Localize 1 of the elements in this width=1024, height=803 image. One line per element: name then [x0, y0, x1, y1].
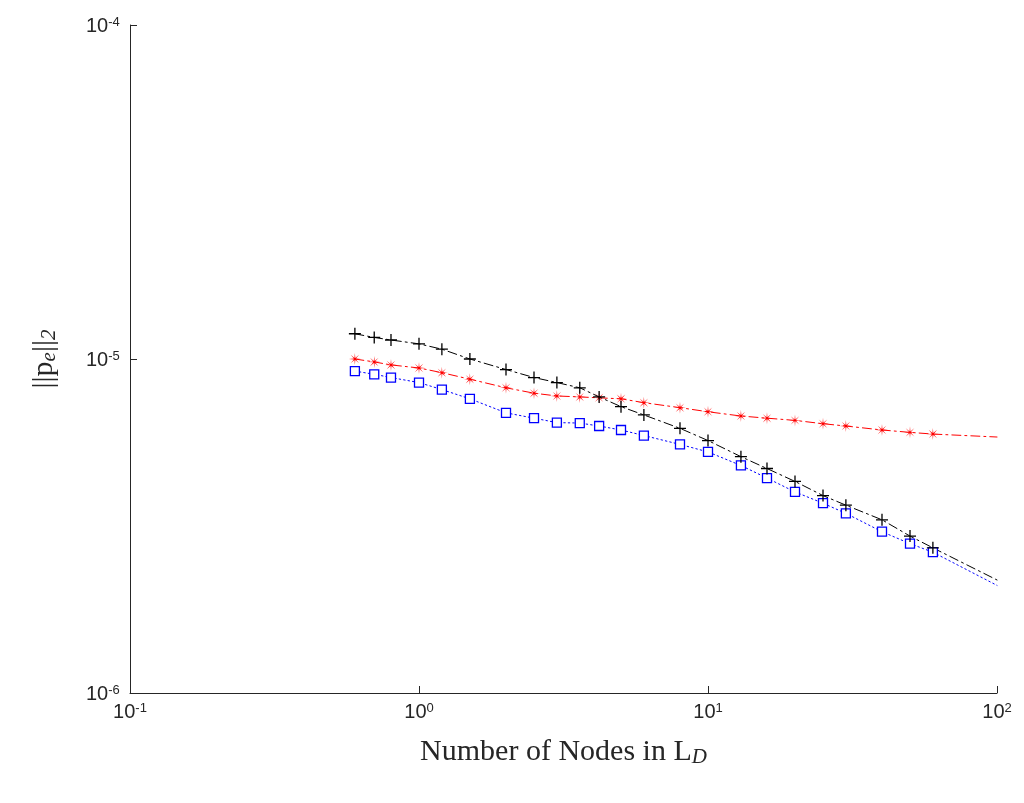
y-axis-title: ||pe||2 — [25, 329, 60, 389]
